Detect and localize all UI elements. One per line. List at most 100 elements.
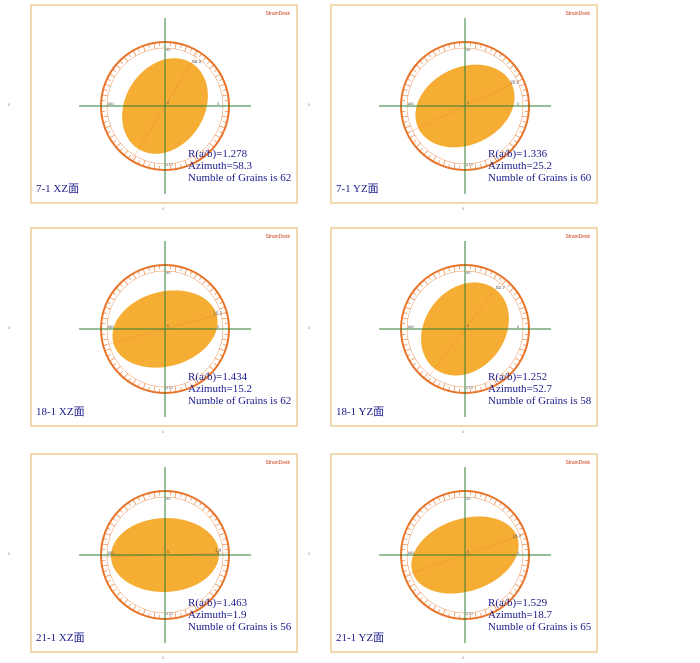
ring-tick	[119, 148, 123, 152]
ring-tick	[112, 140, 117, 143]
ring-tick	[112, 363, 117, 366]
ring-tick	[174, 265, 177, 272]
ring-tick	[522, 121, 527, 123]
ring-tick	[219, 354, 224, 357]
ring-tick	[142, 383, 146, 390]
ring-tick	[137, 496, 140, 501]
ring-tick	[115, 143, 121, 148]
ring-tick	[493, 605, 498, 611]
stat-prefix: R(a/b)=	[488, 371, 523, 383]
ring-tick	[403, 570, 408, 572]
outer-axis-label-left: 0	[308, 102, 311, 107]
ring-tick	[209, 592, 215, 597]
ring-tick	[174, 612, 177, 619]
stat-value: 1.336	[522, 148, 548, 160]
ring-tick	[404, 83, 411, 87]
ring-tick	[519, 83, 526, 87]
ring-label-left: 180	[407, 324, 414, 329]
ring-tick	[142, 609, 146, 616]
stat-prefix: Numble of Grains is	[188, 621, 281, 633]
ring-tick	[104, 83, 111, 87]
ring-tick	[507, 597, 511, 601]
ring-tick	[474, 42, 477, 49]
stat-value: 25.2	[532, 160, 552, 172]
ring-tick	[193, 50, 198, 56]
ring-label-top: 90	[466, 496, 471, 501]
ring-tick	[415, 513, 421, 518]
ring-tick	[428, 154, 431, 159]
ring-tick	[509, 366, 515, 371]
ring-tick	[190, 609, 193, 614]
ring-tick	[403, 344, 408, 346]
stat-value: 1.252	[522, 371, 548, 383]
ring-tick	[428, 502, 431, 507]
ring-tick	[153, 386, 156, 393]
ring-tick	[406, 301, 411, 304]
stat-value: 1.529	[522, 597, 548, 609]
ring-tick	[103, 121, 108, 123]
ring-tick	[193, 273, 198, 279]
ring-tick	[522, 344, 527, 346]
ring-tick	[453, 386, 456, 393]
ring-tick	[119, 597, 123, 601]
stat-grains: Numble of Grains is 58	[488, 395, 591, 407]
ring-tick	[515, 357, 521, 362]
stat-grains: Numble of Grains is 56	[188, 621, 291, 633]
ring-tick	[493, 50, 498, 56]
stat-value: 62	[280, 172, 292, 184]
stat-azimuth: Azimuth=58.3	[188, 160, 291, 172]
stat-ratio: R(a/b)=1.463	[188, 597, 291, 609]
ring-tick	[123, 279, 128, 285]
ring-tick	[499, 502, 502, 507]
ring-tick	[190, 270, 193, 275]
outer-axis-label-bottom: 0	[162, 429, 165, 434]
ring-tick	[115, 366, 121, 371]
stat-value: 58	[580, 395, 592, 407]
ring-tick	[207, 60, 211, 64]
ring-tick	[432, 156, 437, 162]
stat-value: 15.2	[232, 383, 252, 395]
ring-tick	[103, 570, 108, 572]
ring-label-right: 0	[517, 324, 520, 329]
ring-tick	[423, 279, 428, 285]
ring-tick	[103, 538, 108, 540]
stats-block: R(a/b)=1.278 Azimuth=58.3 Numble of Grains…	[188, 148, 291, 184]
outer-axis-label-left: 0	[308, 325, 311, 330]
ring-tick	[509, 143, 515, 148]
ring-tick	[180, 44, 182, 49]
ring-tick	[432, 273, 437, 279]
ring-tick	[490, 496, 493, 501]
ring-tick	[412, 518, 417, 521]
brand-label: StrainDesk	[565, 460, 590, 466]
ring-tick	[137, 270, 140, 275]
ring-tick	[513, 140, 518, 143]
ring-tick	[493, 273, 498, 279]
ring-tick	[419, 148, 423, 152]
ring-tick	[215, 73, 221, 78]
ring-tick	[222, 121, 227, 123]
ring-tick	[142, 45, 146, 52]
ring-tick	[153, 42, 156, 49]
ring-tick	[193, 499, 198, 505]
ring-tick	[515, 73, 521, 78]
ring-tick	[401, 543, 408, 546]
ring-tick	[480, 267, 482, 272]
ring-tick	[106, 354, 111, 357]
ring-tick	[474, 386, 477, 393]
stat-prefix: Azimuth=	[188, 383, 233, 395]
stat-grains: Numble of Grains is 65	[488, 621, 591, 633]
stat-prefix: Numble of Grains is	[188, 172, 281, 184]
ring-tick	[101, 94, 108, 97]
ring-tick	[412, 292, 417, 295]
ring-tick	[437, 609, 440, 614]
ring-tick	[142, 160, 146, 167]
ring-label-right: 0	[217, 324, 220, 329]
ring-tick	[428, 276, 431, 281]
ring-tick	[502, 279, 507, 285]
ring-tick	[219, 348, 226, 352]
ring-tick	[222, 338, 229, 341]
ring-tick	[199, 276, 202, 281]
ring-tick	[222, 94, 229, 97]
center-label: 0	[467, 549, 470, 554]
ring-tick	[437, 496, 440, 501]
